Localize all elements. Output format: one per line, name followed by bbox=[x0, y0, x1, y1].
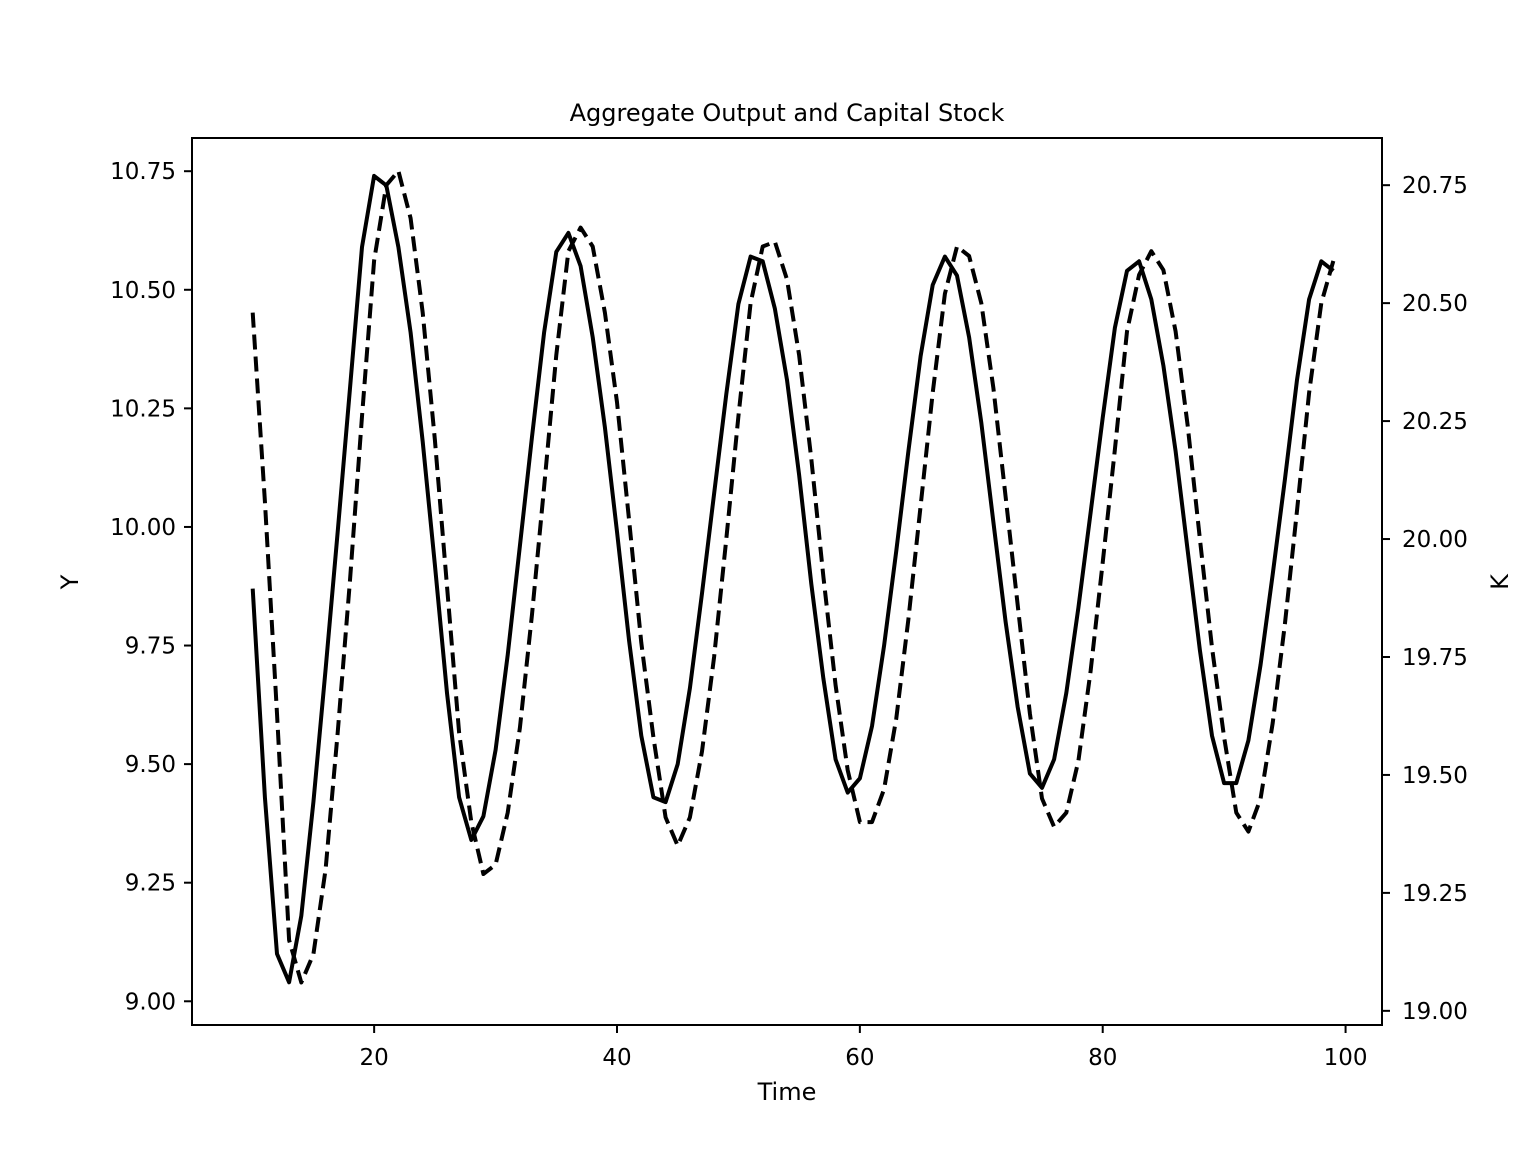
right-y-tick-label: 20.50 bbox=[1402, 291, 1468, 317]
left-y-tick-label: 9.75 bbox=[125, 634, 176, 660]
left-y-axis-label: Y bbox=[56, 574, 84, 590]
chart-title: Aggregate Output and Capital Stock bbox=[570, 99, 1005, 127]
left-y-tick-label: 9.00 bbox=[125, 989, 176, 1015]
left-y-tick-label: 10.25 bbox=[110, 396, 176, 422]
x-axis-ticks: 20 40 60 80 100 bbox=[360, 1025, 1368, 1071]
right-y-tick-label: 20.25 bbox=[1402, 409, 1468, 435]
x-tick-label: 60 bbox=[845, 1045, 874, 1071]
left-y-tick-label: 9.50 bbox=[125, 752, 176, 778]
right-y-tick-label: 19.00 bbox=[1402, 999, 1468, 1025]
left-y-tick-label: 10.00 bbox=[110, 515, 176, 541]
right-y-axis-label: K bbox=[1486, 573, 1514, 590]
series-line-y-solid bbox=[250, 173, 1335, 985]
x-tick-label: 40 bbox=[602, 1045, 631, 1071]
left-y-tick-label: 9.25 bbox=[125, 871, 176, 897]
x-tick-label: 20 bbox=[360, 1045, 389, 1071]
x-tick-label: 80 bbox=[1088, 1045, 1117, 1071]
series-line-k-dashed bbox=[250, 169, 1336, 985]
x-tick-label: 100 bbox=[1324, 1045, 1368, 1071]
right-y-tick-label: 19.50 bbox=[1402, 763, 1468, 789]
left-y-tick-label: 10.50 bbox=[110, 278, 176, 304]
left-y-tick-label: 10.75 bbox=[110, 159, 176, 185]
right-y-tick-label: 20.00 bbox=[1402, 527, 1468, 553]
right-y-tick-label: 19.25 bbox=[1402, 881, 1468, 907]
left-y-axis-ticks: 9.00 9.25 9.50 9.75 10.00 10.25 10.50 10.75 bbox=[110, 159, 192, 1015]
right-y-tick-label: 20.75 bbox=[1402, 173, 1468, 199]
right-y-tick-label: 19.75 bbox=[1402, 645, 1468, 671]
plot-area-frame bbox=[191, 137, 1383, 1026]
right-y-axis-ticks: 19.00 19.25 19.50 19.75 20.00 20.25 20.50 20.75 bbox=[1382, 173, 1468, 1025]
series-layer bbox=[250, 169, 1336, 985]
x-axis-label: Time bbox=[757, 1078, 817, 1106]
